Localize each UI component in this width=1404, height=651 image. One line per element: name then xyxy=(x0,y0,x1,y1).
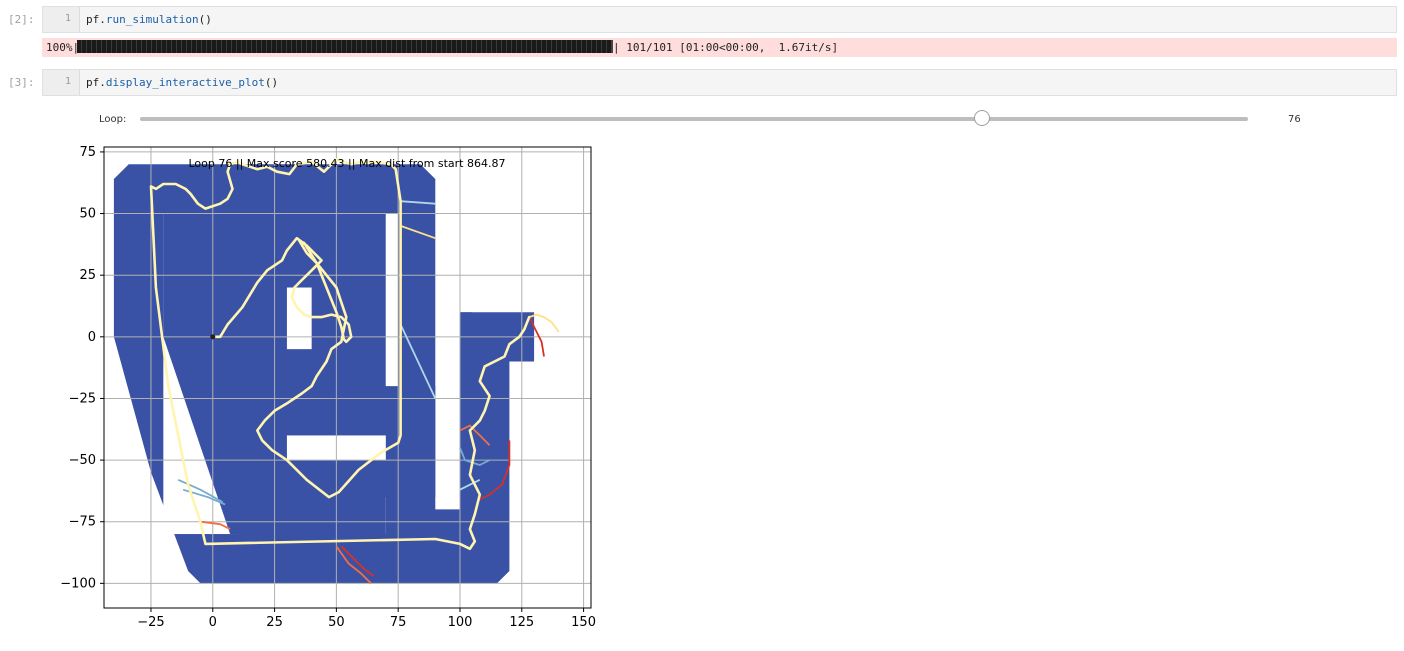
agent-path xyxy=(528,316,545,357)
code-object: pf. xyxy=(86,13,106,26)
loop-slider-handle[interactable] xyxy=(974,110,991,126)
x-tick-label: −25 xyxy=(137,615,164,630)
agent-path xyxy=(479,440,511,501)
code-cell-run-simulation[interactable]: 1 pf.run_simulation() xyxy=(42,6,1397,33)
line-gutter: 1 xyxy=(43,7,80,32)
track-gap xyxy=(385,213,399,461)
axes-frame xyxy=(103,146,592,609)
code-function: run_simulation xyxy=(105,13,199,26)
code-cell-display-plot[interactable]: 1 pf.display_interactive_plot() xyxy=(42,69,1397,96)
x-tick-label: 25 xyxy=(266,615,283,630)
y-tick-label: −25 xyxy=(69,391,96,406)
track-notch-2 xyxy=(212,287,312,362)
cell-prompt: [3]: xyxy=(8,76,35,89)
progress-stats: | 101/101 [01:00<00:00, 1.67it/s] xyxy=(613,41,839,54)
plot-title: Loop 76 || Max score 580.43 || Max dist … xyxy=(189,157,506,170)
agent-path xyxy=(340,545,375,577)
agent-path xyxy=(400,200,436,205)
agent-path xyxy=(335,545,372,584)
progress-output: 100%| | 101/101 [01:00<00:00, 1.67it/s] xyxy=(42,38,1397,57)
y-tick-label: −100 xyxy=(60,576,96,591)
race-track xyxy=(113,164,535,584)
track-notch xyxy=(212,238,250,337)
track-outer xyxy=(113,164,535,584)
y-tick-label: 0 xyxy=(88,330,96,345)
progress-bar xyxy=(77,40,613,53)
agent-path xyxy=(399,324,437,399)
agent-path xyxy=(177,478,224,503)
code-object: pf. xyxy=(86,76,106,89)
x-tick-label: 125 xyxy=(509,615,534,630)
x-tick-label: 50 xyxy=(328,615,345,630)
track-inner-lane xyxy=(163,213,473,542)
loop-slider-label: Loop: xyxy=(99,114,127,125)
x-tick-label: 150 xyxy=(571,615,596,630)
grid-lines xyxy=(104,147,591,608)
code-args: () xyxy=(264,76,279,89)
x-tick-label: 100 xyxy=(448,615,473,630)
x-tick-label: 0 xyxy=(209,615,217,630)
best-agent-path xyxy=(149,158,531,551)
track-inner-block xyxy=(237,238,362,374)
loop-slider-value: 76 xyxy=(1288,114,1301,125)
start-point xyxy=(210,334,216,340)
x-axis-ticks: −25 0 25 50 75 100 125 150 xyxy=(137,608,596,630)
agent-path xyxy=(200,520,231,530)
code-line[interactable]: pf.run_simulation() xyxy=(86,13,212,26)
line-gutter: 1 xyxy=(43,70,80,95)
agent-path xyxy=(459,447,491,466)
y-tick-label: 25 xyxy=(79,268,96,283)
track-hole xyxy=(286,287,312,350)
agent-path xyxy=(459,424,491,446)
y-tick-label: 75 xyxy=(79,145,96,160)
y-tick-label: 50 xyxy=(79,207,96,222)
track-lower-block xyxy=(249,386,436,498)
line-number: 1 xyxy=(64,13,71,24)
plot-axes: −25 0 25 50 75 100 125 150 75 50 25 0 −25 −50 −75 −100… xyxy=(60,145,596,630)
agent-paths xyxy=(149,158,560,584)
y-tick-label: −50 xyxy=(69,453,96,468)
agent-path xyxy=(528,313,560,333)
x-tick-label: 75 xyxy=(390,615,407,630)
agent-path xyxy=(459,478,481,491)
agent-path xyxy=(400,225,436,240)
track-lower-gap xyxy=(286,435,386,461)
agent-path xyxy=(182,488,226,506)
code-args: () xyxy=(198,13,212,26)
y-axis-ticks: 75 50 25 0 −25 −50 −75 −100 xyxy=(60,145,104,591)
track-inner-area xyxy=(163,213,386,535)
line-number: 1 xyxy=(64,76,71,87)
y-tick-label: −75 xyxy=(69,515,96,530)
loop-slider-track[interactable] xyxy=(140,117,1248,121)
progress-percent: 100%| xyxy=(46,41,80,54)
code-line[interactable]: pf.display_interactive_plot() xyxy=(86,76,278,89)
code-function: display_interactive_plot xyxy=(105,76,265,89)
cell-prompt: [2]: xyxy=(8,13,35,26)
